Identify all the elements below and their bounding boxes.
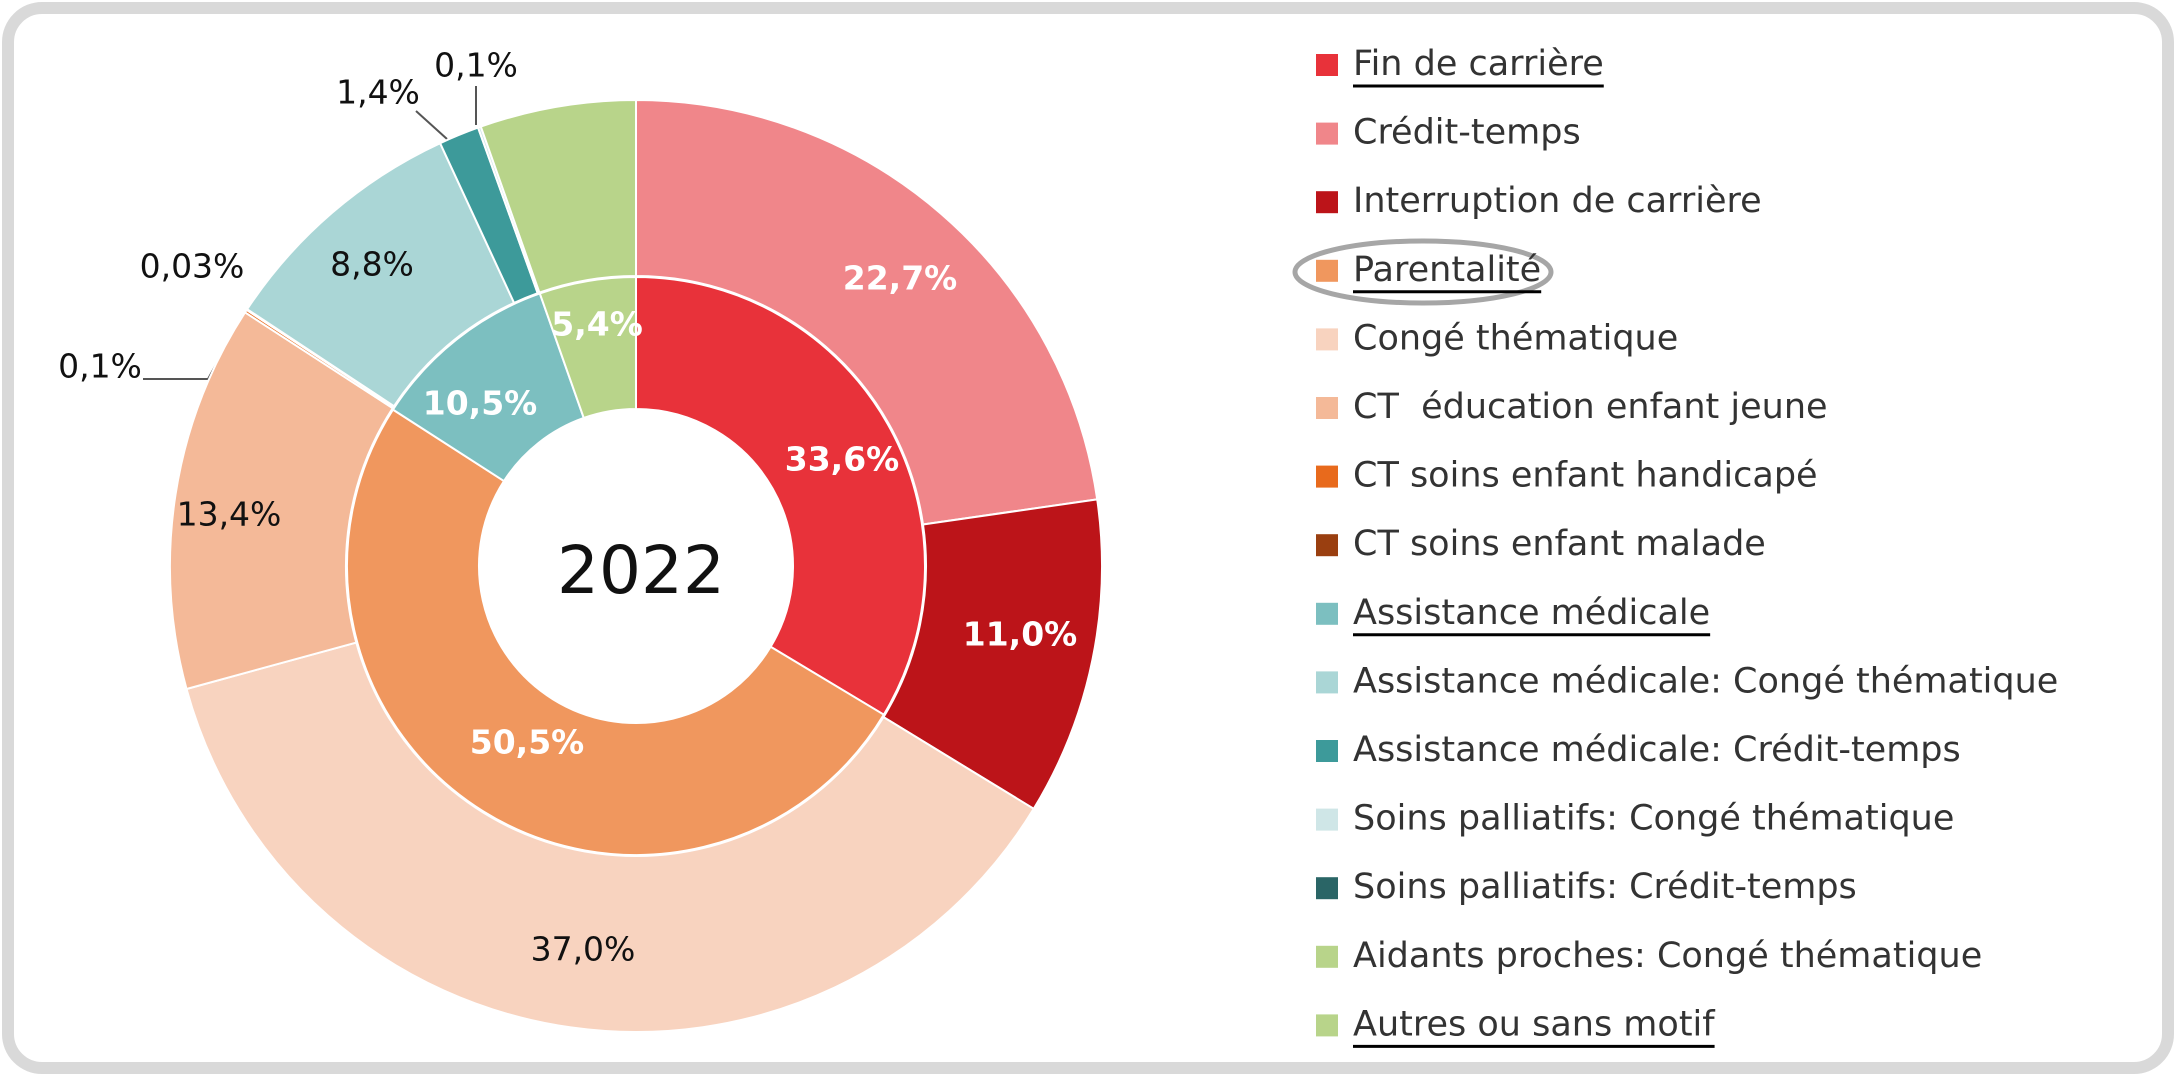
donut-slice (538, 275, 637, 420)
legend-label: CT soins enfant malade (1353, 524, 1766, 564)
legend-label: Assistance médicale: Congé thématique (1353, 661, 2058, 701)
legend-label: Interruption de carrière (1353, 181, 1762, 221)
legend-label: Soins palliatifs: Congé thématique (1353, 799, 1954, 839)
value-label: 1,4% (336, 73, 420, 112)
legend-label: Autres ou sans motif (1353, 1004, 1715, 1044)
value-label: 13,4% (177, 495, 282, 534)
center-label: 2022 (557, 532, 725, 609)
legend-label: Crédit-temps (1353, 113, 1581, 153)
value-label: 10,5% (423, 384, 538, 423)
value-label: 33,6% (785, 440, 900, 479)
legend-swatch (1316, 534, 1338, 557)
legend-label: Soins palliatifs: Crédit-temps (1353, 867, 1857, 907)
legend-swatch (1316, 122, 1338, 145)
value-label: 8,8% (330, 245, 414, 284)
legend-swatch (1316, 259, 1338, 282)
legend-swatch (1316, 465, 1338, 488)
legend-swatch (1316, 602, 1338, 625)
legend-label: Parentalité (1353, 250, 1541, 290)
legend-swatch (1316, 1014, 1338, 1037)
legend-swatch (1316, 945, 1338, 968)
value-label: 37,0% (531, 930, 636, 969)
value-label: 22,7% (843, 259, 958, 298)
legend-label: CT éducation enfant jeune (1353, 387, 1828, 427)
value-label: 0,03% (140, 247, 245, 286)
legend-label: CT soins enfant handicapé (1353, 456, 1818, 496)
donut-slice (635, 275, 926, 717)
value-label: 0,1% (58, 347, 142, 386)
legend-swatch (1316, 877, 1338, 900)
legend-swatch (1316, 671, 1338, 694)
value-label: 11,0% (963, 615, 1078, 654)
legend-swatch (1316, 328, 1338, 351)
value-label: 5,4% (551, 305, 643, 344)
legend-label: Assistance médicale (1353, 593, 1710, 633)
highlight-ellipse (1292, 238, 1554, 306)
leader-line (415, 110, 448, 140)
legend-swatch (1316, 54, 1338, 76)
legend-swatch (1316, 808, 1338, 831)
legend-swatch (1316, 191, 1338, 214)
legend-label: Congé thématique (1353, 318, 1678, 358)
legend-label: Fin de carrière (1353, 44, 1604, 84)
legend-swatch (1316, 740, 1338, 762)
legend-label: Assistance médicale: Crédit-temps (1353, 730, 1961, 770)
donut-slice (346, 408, 886, 857)
value-label: 50,5% (470, 723, 585, 762)
value-label: 0,1% (434, 46, 518, 85)
legend-label: Aidants proches: Congé thématique (1353, 936, 1982, 976)
legend-swatch (1316, 397, 1338, 419)
